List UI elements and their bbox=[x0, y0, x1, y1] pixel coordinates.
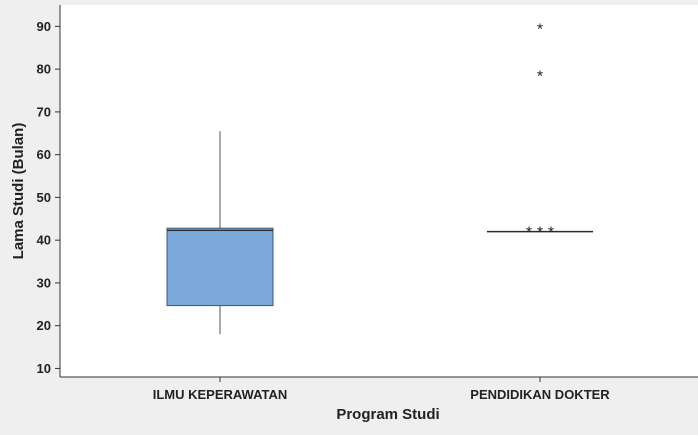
y-tick-label: 20 bbox=[37, 318, 51, 333]
y-axis-label: Lama Studi (Bulan) bbox=[10, 123, 27, 260]
y-tick-label: 50 bbox=[37, 190, 51, 205]
outlier-point: * bbox=[537, 21, 543, 38]
boxes: * * * * * bbox=[166, 21, 593, 335]
outlier-point: * bbox=[548, 224, 554, 241]
x-tick-label: ILMU KEPERAWATAN bbox=[153, 387, 288, 402]
y-axis: 10 20 30 40 50 60 70 80 90 bbox=[37, 5, 61, 377]
y-tick-label: 90 bbox=[37, 19, 51, 34]
y-tick-label: 30 bbox=[37, 275, 51, 290]
y-tick-label: 10 bbox=[37, 361, 51, 376]
outlier-point: * bbox=[526, 224, 532, 241]
y-tick-label: 70 bbox=[37, 104, 51, 119]
y-tick-label: 60 bbox=[37, 147, 51, 162]
x-axis: ILMU KEPERAWATAN PENDIDIKAN DOKTER bbox=[60, 376, 698, 402]
y-tick-label: 40 bbox=[37, 233, 51, 248]
outlier-point: * bbox=[537, 224, 543, 241]
plot-area bbox=[60, 5, 698, 377]
x-axis-label: Program Studi bbox=[336, 406, 439, 423]
outlier-point: * bbox=[537, 68, 543, 85]
y-tick-label: 80 bbox=[37, 62, 51, 77]
x-tick-label: PENDIDIKAN DOKTER bbox=[470, 387, 610, 402]
box bbox=[166, 227, 274, 307]
